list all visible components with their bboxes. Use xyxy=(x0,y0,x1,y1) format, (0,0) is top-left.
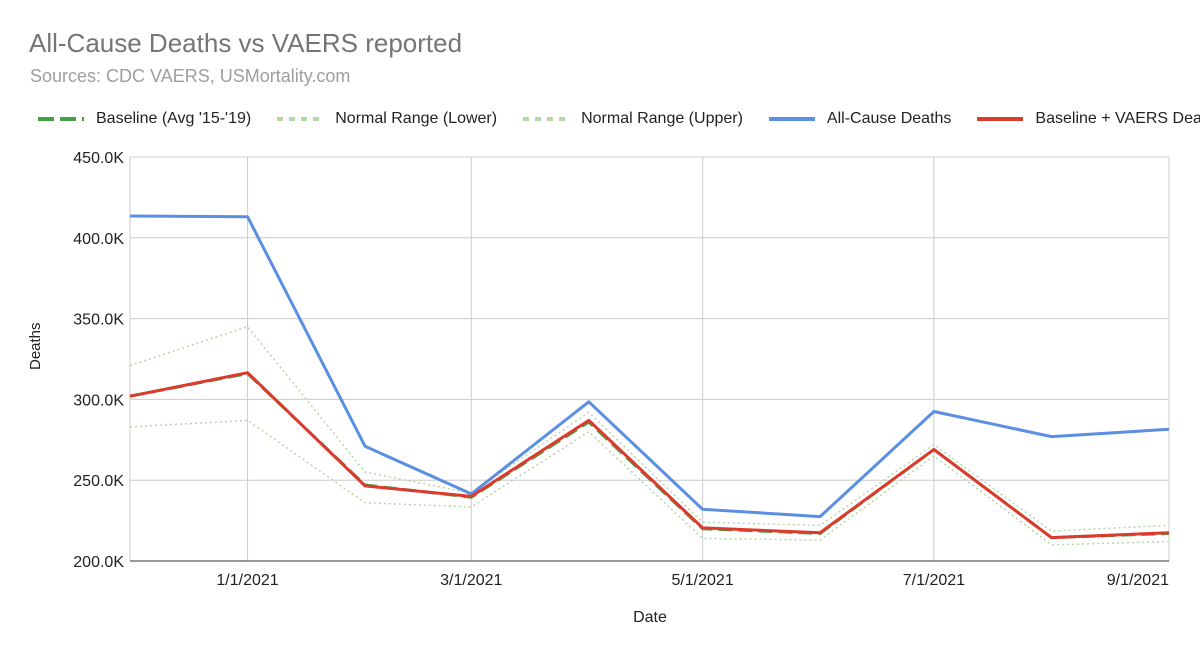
legend-label: Normal Range (Lower) xyxy=(335,110,498,127)
series-line-1 xyxy=(129,419,1170,546)
series-line-2 xyxy=(129,325,1170,532)
x-tick-label: 3/1/2021 xyxy=(440,572,502,589)
legend-item: Baseline + VAERS Deaths (1x) xyxy=(975,110,1200,128)
y-tick-label: 450.0K xyxy=(73,150,124,167)
y-tick-label: 300.0K xyxy=(73,392,124,409)
y-tick-label: 250.0K xyxy=(73,473,124,490)
legend-item: Normal Range (Upper) xyxy=(521,110,743,128)
series-line-0 xyxy=(129,372,1170,540)
x-tick-label: 5/1/2021 xyxy=(671,572,733,589)
legend: Baseline (Avg '15-'19) Normal Range (Lowe… xyxy=(36,108,1200,130)
legend-swatch xyxy=(523,117,570,121)
x-tick-label: 9/1/2021 xyxy=(1107,572,1169,589)
legend-item: All-Cause Deaths xyxy=(767,110,952,128)
x-tick-label: 7/1/2021 xyxy=(903,572,965,589)
legend-swatch xyxy=(768,117,815,121)
x-tick-label: 1/1/2021 xyxy=(216,572,278,589)
legend-swatch xyxy=(977,117,1024,121)
y-tick-label: 400.0K xyxy=(73,231,124,248)
legend-swatch xyxy=(277,117,324,121)
chart-subtitle: Sources: CDC VAERS, USMortality.com xyxy=(30,66,351,86)
legend-label: Normal Range (Upper) xyxy=(581,110,743,127)
legend-label: Baseline (Avg '15-'19) xyxy=(96,110,252,127)
legend-swatch xyxy=(38,117,84,121)
legend-label: All-Cause Deaths xyxy=(826,110,952,127)
x-axis-label: Date xyxy=(633,609,667,626)
legend-label: Baseline + VAERS Deaths (1x) xyxy=(1035,110,1200,127)
legend-item: Normal Range (Lower) xyxy=(275,110,497,128)
legend-item: Baseline (Avg '15-'19) xyxy=(36,110,251,128)
chart-title: All-Cause Deaths vs VAERS reported xyxy=(29,28,463,58)
y-tick-label: 350.0K xyxy=(73,312,124,329)
y-axis-label: Deaths xyxy=(27,322,44,370)
y-tick-label: 200.0K xyxy=(73,554,124,571)
series-line-3 xyxy=(129,214,1170,519)
series-line-4 xyxy=(129,371,1170,540)
